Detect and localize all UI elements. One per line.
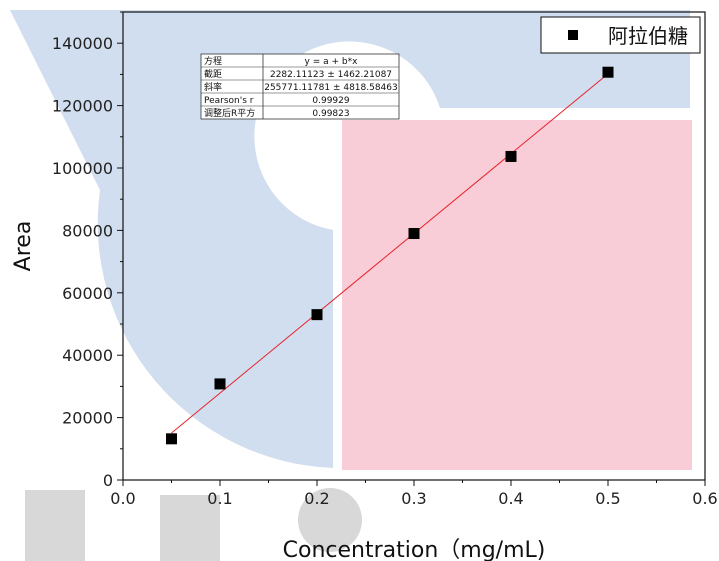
data-point: [505, 150, 517, 162]
y-tick-label: 80000: [62, 221, 113, 240]
legend-marker: [568, 30, 578, 40]
stats-row-label: 截距: [204, 68, 222, 80]
y-axis-ticks: 0 20000 40000 60000 80000 100000 120000 140000: [52, 11, 123, 490]
x-tick-label: 0.0: [110, 489, 135, 508]
y-tick-label: 120000: [52, 97, 113, 116]
y-tick-label: 20000: [62, 409, 113, 428]
watermark-blue-arc: [10, 10, 690, 468]
data-point: [408, 228, 420, 240]
x-tick-label: 0.3: [401, 489, 426, 508]
x-tick-label: 0.1: [207, 489, 232, 508]
y-axis-title: Area: [11, 221, 36, 272]
stats-row-label: 方程: [204, 55, 222, 67]
stats-table-frame: [200, 53, 400, 120]
watermark-gray-dot: [298, 488, 362, 552]
data-points: [166, 66, 614, 445]
y-tick-label: 60000: [62, 284, 113, 303]
stats-table: 方程 y = a + b*x 截距 2282.11123 ± 1462.21087 斜率…: [200, 53, 400, 120]
x-axis-ticks: 0.0 0.1 0.2 0.3 0.4 0.5 0.6: [110, 480, 718, 508]
legend-box: [540, 16, 701, 54]
stats-row-label: Pearson's r: [204, 96, 254, 106]
data-point: [166, 433, 177, 445]
stats-row-value: 255771.11781 ± 4818.58463: [264, 83, 398, 93]
stats-row-value: 0.99823: [312, 109, 349, 119]
watermark-pink-block: [342, 120, 692, 470]
legend: 阿拉伯糖: [540, 16, 701, 54]
x-tick-label: 0.6: [692, 489, 717, 508]
watermark-logo: [10, 10, 692, 561]
fit-line-layer: [171, 73, 609, 434]
x-tick-label: 0.2: [304, 489, 329, 508]
y-tick-label: 140000: [52, 34, 113, 53]
x-tick-label: 0.4: [498, 489, 523, 508]
data-point: [311, 309, 323, 321]
watermark-gray-bar-2: [160, 495, 220, 561]
data-point: [214, 378, 226, 390]
legend-label: 阿拉伯糖: [608, 24, 688, 48]
watermark-gray-bar: [25, 490, 85, 561]
x-axis-title: Concentration（mg/mL): [283, 538, 546, 561]
stats-row-value: y = a + b*x: [305, 57, 359, 67]
stats-row-value: 2282.11123 ± 1462.21087: [270, 70, 392, 80]
stats-row-value: 0.99929: [312, 96, 349, 106]
y-tick-label: 40000: [62, 346, 113, 365]
stats-row-label: 斜率: [204, 81, 222, 93]
x-tick-label: 0.5: [595, 489, 620, 508]
stats-row-label: 调整后R平方: [204, 107, 255, 119]
data-point: [602, 66, 614, 78]
y-tick-label: 100000: [52, 159, 113, 178]
fit-line: [171, 73, 609, 434]
y-tick-label: 0: [103, 471, 113, 490]
